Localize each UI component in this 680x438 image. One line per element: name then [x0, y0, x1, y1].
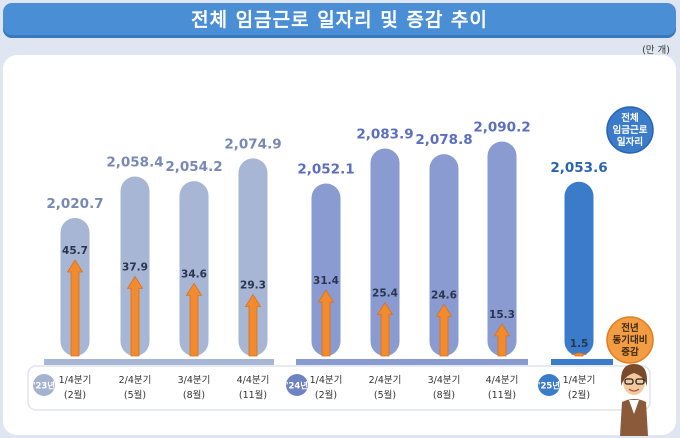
total-callout-line: 임금근로 — [613, 124, 648, 136]
total-bar — [311, 183, 341, 356]
quarter-label: 3/4분기 — [428, 375, 461, 386]
change-arrow — [571, 352, 587, 357]
change-arrow — [435, 303, 453, 357]
month-label: (5월) — [374, 389, 396, 401]
change-value-label: 15.3 — [489, 309, 515, 321]
quarter-label: 4/4분기 — [237, 375, 270, 386]
total-bar — [120, 176, 150, 356]
month-label: (2월) — [568, 389, 590, 401]
change-arrow — [244, 293, 262, 357]
unit-label: (만 개) — [642, 45, 670, 56]
total-value-label: 2,058.4 — [106, 155, 163, 171]
total-bar — [564, 181, 594, 356]
quarter-label: 1/4분기 — [59, 375, 92, 386]
change-value-label: 31.4 — [313, 275, 339, 287]
person-illustration — [620, 364, 648, 436]
baseline-strip-2023 — [44, 359, 274, 365]
month-label: (11월) — [239, 389, 267, 401]
change-callout-line: 증감 — [621, 346, 639, 358]
change-arrow — [66, 259, 84, 357]
total-callout-line: 전체 — [621, 112, 638, 124]
quarter-label: 1/4분기 — [310, 375, 343, 386]
change-arrow — [376, 301, 394, 357]
year-badge: '24년 — [286, 374, 308, 396]
total-value-label: 2,054.2 — [165, 159, 222, 175]
total-value-label: 2,020.7 — [46, 196, 103, 212]
total-value-label: 2,074.9 — [224, 136, 281, 152]
total-value-label: 2,090.2 — [473, 120, 530, 136]
month-label: (5월) — [124, 389, 146, 401]
total-bar — [487, 141, 517, 356]
change-callout-line: 전년 — [621, 322, 638, 334]
title-banner: 전체 임금근로 일자리 및 증감 추이 — [3, 3, 676, 38]
change-value-label: 29.3 — [240, 279, 266, 291]
change-value-label: 45.7 — [62, 245, 88, 257]
change-value-label: 25.4 — [372, 288, 398, 300]
baseline-strip-2024 — [296, 359, 528, 365]
year-badge-label: '23년 — [33, 381, 55, 392]
total-bar — [179, 181, 209, 356]
change-callout-line: 동기대비 — [613, 334, 648, 346]
change-arrow — [126, 275, 144, 357]
month-label: (2월) — [64, 389, 86, 401]
total-value-label: 2,052.1 — [297, 161, 354, 177]
total-value-label: 2,083.9 — [356, 126, 413, 142]
total-value-label: 2,053.6 — [550, 160, 607, 176]
year-badge: '25년 — [538, 374, 560, 396]
change-value-label: 24.6 — [431, 289, 457, 301]
change-value-label: 1.5 — [570, 338, 589, 350]
bars-layer: 2,020.7 45.7 2,058.4 37.9 2,054.2 34.6 2,074.9… — [46, 120, 608, 357]
year-badge-label: '24년 — [286, 381, 308, 392]
total-bar — [370, 148, 400, 356]
chart-title: 전체 임금근로 일자리 및 증감 추이 — [191, 9, 488, 31]
change-value-label: 37.9 — [122, 261, 148, 273]
year-badge-label: '25년 — [538, 381, 560, 392]
quarter-label: 2/4분기 — [369, 375, 402, 386]
total-callout-line: 일자리 — [617, 136, 643, 148]
change-arrow — [317, 289, 335, 357]
month-label: (11월) — [488, 389, 516, 401]
total-value-label: 2,078.8 — [415, 132, 472, 148]
axis-layer: 1/4분기 (2월) 2/4분기 (5월) 3/4분기 (8월) 4/4분기 (11월) 1/4… — [27, 359, 651, 411]
month-label: (8월) — [183, 389, 205, 401]
quarter-label: 4/4분기 — [486, 375, 519, 386]
month-label: (2월) — [315, 389, 337, 401]
axis-row-frame — [27, 365, 651, 411]
year-badge: '23년 — [33, 374, 55, 396]
month-label: (8월) — [433, 389, 455, 401]
baseline-strip-2025 — [551, 359, 613, 365]
change-value-label: 34.6 — [181, 268, 207, 280]
quarter-label: 1/4분기 — [563, 375, 596, 386]
change-arrow — [185, 282, 203, 357]
change-arrow — [493, 323, 511, 357]
quarter-label: 2/4분기 — [119, 375, 152, 386]
quarter-label: 3/4분기 — [178, 375, 211, 386]
total-bar — [429, 154, 459, 356]
